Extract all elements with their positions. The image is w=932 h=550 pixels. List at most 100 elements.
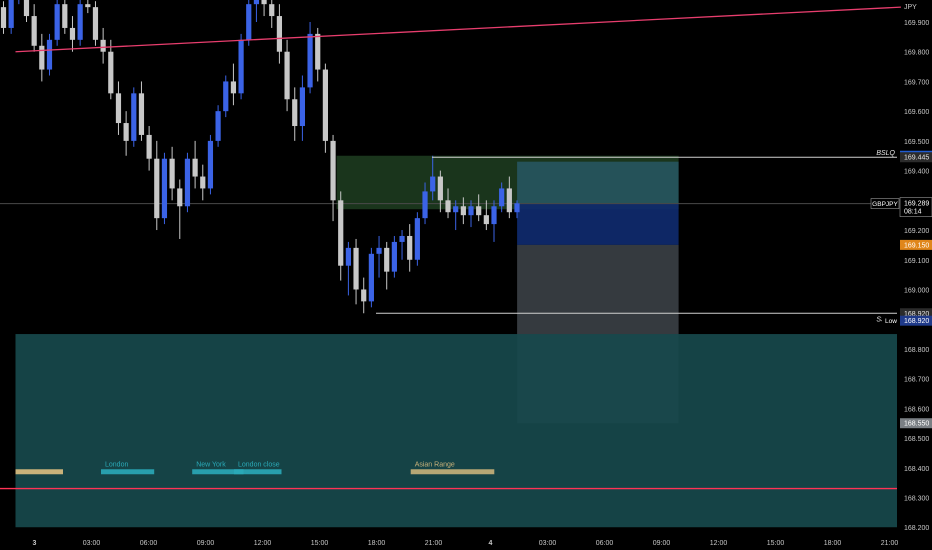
candle-up [131,93,137,141]
candle-down [146,134,152,159]
candle-down [384,247,390,272]
candle-down [330,140,336,201]
sessions-layer: London New York London close Asian Range [15,461,495,475]
candle-down [85,4,91,8]
price-label-text: 169.445 [904,155,929,162]
candle-up [207,140,214,189]
candle-down [138,93,145,135]
candle-down [322,69,328,141]
x-tick-label: 09:00 [197,540,215,547]
candle-down [315,33,321,70]
time-axis[interactable]: 3 03:00 06:00 09:00 12:00 15:00 18:00 21:00 4 03:… [33,540,899,547]
candle-down [92,7,99,40]
candle-down [276,16,283,52]
price-label-text: 168.920 [904,311,929,318]
asian-range-box [15,334,897,528]
symbol-tag-text: GBPJPY [872,201,898,208]
candle-down [506,188,512,213]
x-tick-label: 4 [489,540,493,547]
current-price-badge [899,197,932,217]
candle-up [514,203,520,213]
candle-down [261,0,267,5]
session-bar [234,469,282,475]
current-price-value: 169.289 [904,201,929,208]
x-tick-label: 03:00 [83,540,101,547]
price-axis[interactable]: 169.900 169.800 169.700 169.600 169.500 169.4… [904,4,929,532]
candle-up [376,247,382,254]
candle-up [246,4,252,40]
x-tick-label: 3 [33,540,37,547]
candle-down [284,51,290,100]
y-tick-label: 168.400 [904,466,929,473]
candle-up [77,4,83,40]
candle-up [345,247,351,266]
y-tick-label: 169.800 [904,50,929,57]
candle-down [361,289,367,302]
candle-down [69,27,76,40]
x-tick-label: 06:00 [140,540,158,547]
session-label: London [105,461,128,468]
candle-down [230,81,237,94]
price-label-text: 169.150 [904,242,929,249]
x-tick-label: 12:00 [254,540,272,547]
candle-down [437,176,443,201]
y-tick-label: 169.000 [904,287,929,294]
candle-up [253,0,260,5]
candle-up [161,158,168,219]
session-label: New York [196,461,226,468]
trendline [15,6,901,53]
candle-down [115,93,122,124]
y-tick-label: 169.600 [904,109,929,116]
candle-up [414,218,420,260]
y-tick-label: 169.500 [904,139,929,146]
low-tag [882,315,899,326]
x-tick-label: 15:00 [767,540,785,547]
x-tick-label: 12:00 [710,540,728,547]
candle-down [338,200,344,266]
candle-up [499,188,505,207]
candle-down [292,99,298,127]
candle-up [453,206,459,213]
candle-down [169,158,175,189]
x-tick-label: 18:00 [368,540,386,547]
y-tick-label: 169.700 [904,79,929,86]
candle-up [54,4,60,40]
session-bar [15,469,63,475]
candle-down [483,215,489,225]
zones-layer [15,155,897,528]
price-label-badge [900,152,932,163]
candle-up [430,176,436,192]
price-label-text: 168.550 [904,421,929,428]
symbol-tag [870,198,900,209]
candle-down [154,158,160,219]
session-bar [410,469,495,475]
candle-up [238,39,244,94]
candle-up [184,158,191,207]
price-label-badge [900,239,932,250]
candle-down [353,247,359,290]
candle-down [460,206,466,216]
candle-down [108,51,114,94]
candle-up [491,206,497,225]
candle-up [299,87,306,127]
y-tick-label: 168.500 [904,436,929,443]
x-tick-label: 09:00 [653,540,671,547]
session-bar [101,469,155,475]
candle-up [399,235,405,242]
candle-down [62,4,68,28]
candle-up [422,191,428,219]
candle-up [223,81,229,112]
session-label: London close [238,461,280,468]
y-tick-label: 169.900 [904,20,929,27]
session-label: Asian Range [415,461,455,468]
price-labels-layer: 169.450169.445169.28908:14GBPJPY169.1501… [870,150,932,429]
candles-layer [0,0,520,314]
candle-up [46,39,53,70]
candle-down [39,45,45,70]
candle-down [476,206,482,216]
candle-up [307,33,313,88]
x-tick-label: 21:00 [881,540,899,547]
candle-up [391,241,397,272]
candle-down [100,39,106,52]
